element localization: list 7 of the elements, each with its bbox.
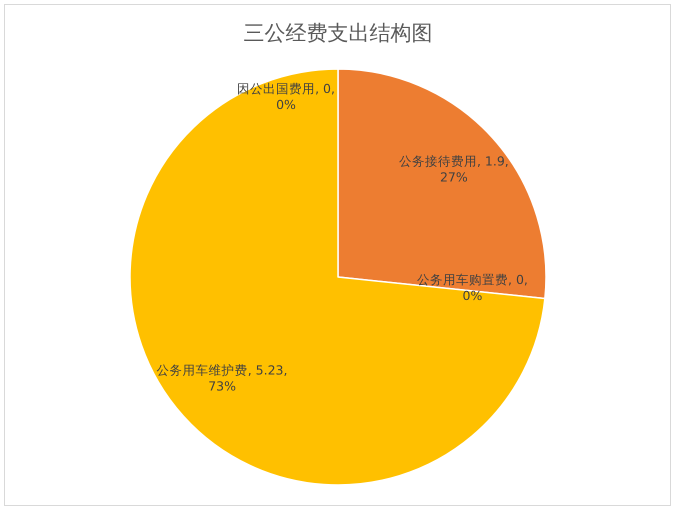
slice-label: 公务用车维护费, 5.23, 73%: [156, 362, 288, 394]
chart-title: 三公经费支出结构图: [244, 21, 432, 45]
category-label: 因公出国费用, 0,: [237, 81, 335, 96]
text: 0%: [462, 288, 482, 303]
text: 0%: [276, 97, 296, 112]
slice-label: 公务接待费用, 1.9, 27%: [398, 154, 509, 185]
category-label: 公务用车购置费, 0,: [417, 272, 528, 287]
